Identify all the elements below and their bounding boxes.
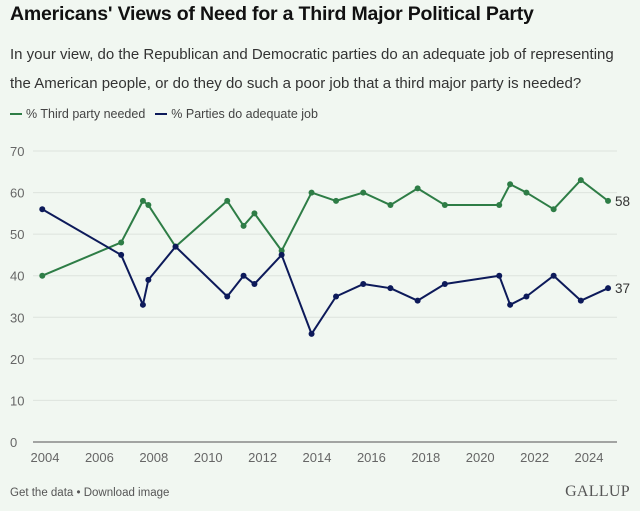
data-point-adequate [496, 272, 503, 279]
data-point-adequate [333, 293, 340, 300]
x-tick-label: 2012 [248, 450, 277, 465]
data-point-third-party [441, 202, 448, 209]
x-tick-label: 2022 [520, 450, 549, 465]
footer-links: Get the data • Download image [10, 487, 169, 499]
x-tick-label: 2024 [575, 450, 604, 465]
y-tick-label: 0 [10, 435, 17, 450]
x-tick-label: 2020 [466, 450, 495, 465]
series-line-adequate [41, 208, 609, 335]
data-point-adequate [550, 272, 557, 279]
x-tick-label: 2008 [139, 450, 168, 465]
legend: % Third party needed % Parties do adequa… [10, 107, 328, 121]
data-point-adequate [251, 281, 258, 288]
data-point-adequate [240, 272, 247, 279]
data-point-third-party [308, 189, 315, 196]
chart-title: Americans' Views of Need for a Third Maj… [10, 3, 534, 25]
x-tick-label: 2018 [411, 450, 440, 465]
data-point-third-party [523, 189, 530, 196]
data-point-adequate [387, 285, 394, 292]
data-point-third-party [145, 202, 152, 209]
gallup-logo: GALLUP [565, 483, 630, 500]
data-point-adequate [278, 251, 285, 258]
x-tick-label: 2004 [31, 450, 60, 465]
data-point-adequate [605, 285, 612, 292]
data-point-third-party [251, 210, 258, 217]
y-tick-label: 20 [10, 352, 24, 367]
legend-item-third-party[interactable]: % Third party needed [10, 107, 145, 121]
y-tick-label: 70 [10, 144, 24, 159]
data-point-third-party [240, 222, 247, 229]
legend-item-adequate[interactable]: % Parties do adequate job [155, 107, 318, 121]
data-point-adequate [360, 281, 367, 288]
data-point-third-party [605, 197, 612, 204]
series-line-third-party [41, 179, 609, 277]
get-data-link[interactable]: Get the data [10, 487, 74, 499]
data-point-third-party [577, 177, 584, 184]
end-label-adequate: 37 [615, 281, 630, 296]
y-tick-label: 50 [10, 227, 24, 242]
legend-swatch-third-party [10, 113, 22, 115]
x-tick-label: 2016 [357, 450, 386, 465]
y-tick-label: 30 [10, 310, 24, 325]
data-point-adequate [145, 276, 152, 283]
data-point-adequate [172, 243, 179, 250]
data-point-adequate [118, 251, 125, 258]
data-point-third-party [387, 202, 394, 209]
data-point-adequate [523, 293, 530, 300]
data-point-adequate [39, 206, 46, 213]
x-tick-label: 2006 [85, 450, 114, 465]
footer-separator: • [73, 487, 84, 499]
data-point-adequate [139, 301, 146, 308]
download-image-link[interactable]: Download image [83, 487, 170, 499]
x-tick-label: 2014 [303, 450, 332, 465]
y-tick-label: 60 [10, 186, 24, 201]
data-point-third-party [496, 202, 503, 209]
data-point-third-party [224, 197, 231, 204]
data-point-adequate [507, 301, 514, 308]
legend-swatch-adequate [155, 113, 168, 115]
line-chart: 0 10 20 30 40 50 60 70 2004 2006 2008 2010 2012 2014 2… [0, 135, 640, 480]
data-point-third-party [118, 239, 125, 246]
y-tick-label: 10 [10, 393, 24, 408]
chart-svg: 0 10 20 30 40 50 60 70 2004 2006 2008 2010 2012 2014 2… [10, 144, 630, 465]
legend-label-adequate: % Parties do adequate job [171, 107, 318, 121]
data-point-adequate [441, 281, 448, 288]
end-label-third-party: 58 [615, 194, 630, 209]
legend-label-third-party: % Third party needed [26, 107, 146, 121]
data-point-third-party [507, 181, 514, 188]
data-point-adequate [414, 297, 421, 304]
data-point-third-party [39, 272, 46, 279]
data-point-third-party [360, 189, 367, 196]
x-tick-label: 2010 [194, 450, 223, 465]
data-point-third-party [414, 185, 421, 192]
data-point-third-party [139, 197, 146, 204]
chart-subtitle: In your view, do the Republican and Demo… [10, 46, 614, 92]
data-point-adequate [308, 330, 315, 337]
data-point-third-party [550, 206, 557, 213]
data-point-adequate [577, 297, 584, 304]
data-point-adequate [224, 293, 231, 300]
data-point-third-party [333, 197, 340, 204]
data-point-third-party [278, 247, 285, 254]
y-tick-label: 40 [10, 269, 24, 284]
